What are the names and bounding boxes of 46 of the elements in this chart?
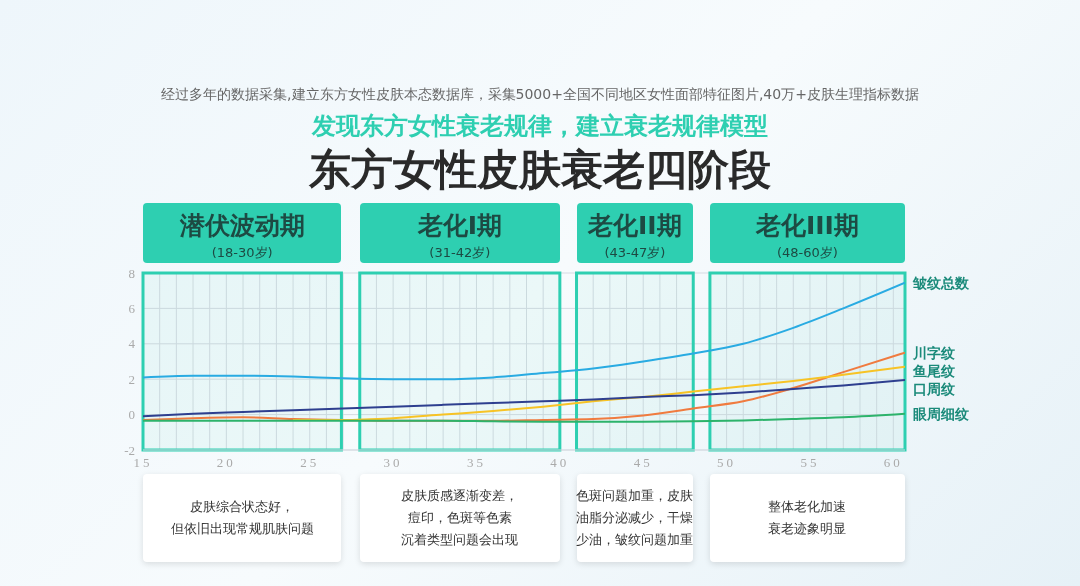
chart-subtitle: 发现东方女性衰老规律，建立衰老规律模型 [310,111,769,142]
text: 色斑问题加重，皮肤 [576,487,694,505]
y-tick-label: 2 [128,371,135,387]
band-label: 潜伏波动期 [178,210,306,242]
text: 沉着类型问题会出现 [401,531,519,549]
series-label: 川字纹 [913,343,955,362]
text: 痘印，色斑等色素 [407,509,512,527]
text: 衰老迹象明显 [768,520,847,538]
line-series [143,281,905,381]
text: 少油，皱纹问题加重 [576,531,694,549]
text: (31-42岁) [428,244,492,262]
x-tick-label: 20 [216,455,236,471]
band-label: 老化II期 [587,210,683,242]
text: (48-60岁) [776,244,839,262]
line-series [143,379,905,418]
x-tick-label: 30 [383,455,403,471]
x-tick-label: 55 [800,455,820,471]
band-label: 老化I期 [416,210,503,242]
y-tick-label: 8 [128,265,135,281]
y-tick-label: 0 [128,407,135,423]
line-series [292,365,905,421]
y-tick-label: 6 [128,301,136,317]
chart-title: 东方女性皮肤衰老四阶段 [308,144,772,196]
text: 油脂分泌减少，干燥 [576,509,694,527]
x-tick-label: 50 [717,455,737,471]
y-tick-label: -2 [124,442,135,458]
text: (43-47岁) [603,244,667,262]
text: 但依旧出现常规肌肤问题 [170,520,314,538]
x-tick-label: 15 [133,455,153,471]
text: 整体老化加速 [768,498,847,516]
series-label: 鱼尾纹 [913,361,955,380]
x-tick-label: 25 [300,455,320,471]
text: 经过多年的数据采集,建立东方女性皮肤本态数据库，采集5000+全国不同地区女性面部特征图片,40万+皮肤生理指标数据 [160,86,920,104]
x-tick-label: 60 [883,455,903,471]
band-label: 老化III期 [755,210,860,242]
series-label: 眼周细纹 [913,404,969,423]
series-label: 皱纹总数 [913,273,969,292]
x-tick-label: 40 [550,455,570,471]
x-tick-label: 45 [633,455,653,471]
text: 皮肤质感逐渐变差， [401,487,519,505]
y-tick-label: 4 [128,336,136,352]
x-tick-label: 35 [466,455,486,471]
line-series [143,412,905,423]
text: 皮肤综合状态好， [190,498,295,516]
text: (18-30岁) [210,244,274,262]
series-label: 口周纹 [913,379,955,398]
